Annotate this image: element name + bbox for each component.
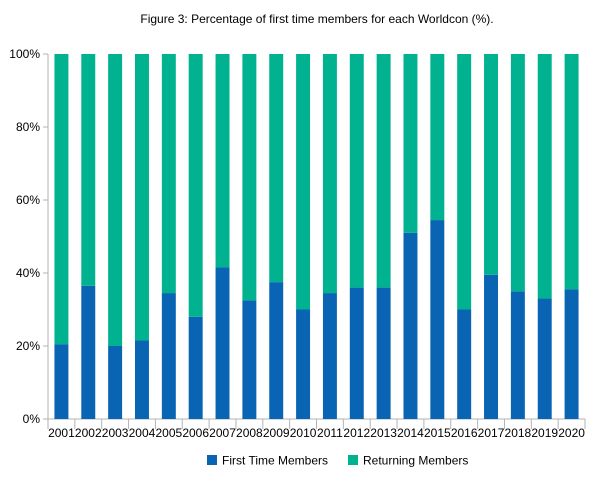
bar-first-time-2004 [134,340,149,419]
bar-first-time-2019 [537,298,552,419]
bar-returning-2019 [537,54,552,299]
legend: First Time Members Returning Members [207,454,468,468]
bar-returning-2005 [161,54,176,294]
y-tick-label: 100% [9,47,40,61]
y-tick-label: 20% [16,339,40,353]
bar-first-time-2018 [510,291,525,419]
x-tick-label: 2009 [263,426,290,440]
y-tick-label: 40% [16,266,40,280]
bar-returning-2004 [134,54,149,341]
x-tick-label: 2020 [558,426,585,440]
bar-first-time-2015 [430,220,445,419]
x-tick-label: 2003 [102,426,129,440]
legend-label-first-time: First Time Members [222,454,328,468]
bar-first-time-2011 [322,293,337,419]
bar-returning-2012 [349,54,364,288]
bar-returning-2013 [376,54,391,288]
bar-first-time-2006 [188,316,203,419]
bar-returning-2002 [81,54,96,286]
bar-returning-2015 [430,54,445,221]
bar-returning-2006 [188,54,203,317]
bar-first-time-2005 [161,293,176,419]
bar-first-time-2009 [269,282,284,419]
x-tick-label: 2007 [209,426,236,440]
legend-label-returning: Returning Members [363,454,468,468]
bar-returning-2008 [242,54,257,301]
bar-returning-2011 [322,54,337,294]
bar-first-time-2010 [296,309,311,419]
bar-returning-2010 [296,54,311,310]
bar-first-time-2001 [54,344,69,419]
bar-first-time-2020 [564,289,579,419]
bar-first-time-2008 [242,300,257,419]
bar-returning-2003 [108,54,123,346]
legend-swatch-first-time [207,455,217,465]
x-tick-label: 2013 [370,426,397,440]
bar-first-time-2016 [457,309,472,419]
x-tick-label: 2004 [129,426,156,440]
x-tick-label: 2011 [317,426,343,440]
x-tick-label: 2017 [478,426,505,440]
x-tick-label: 2010 [290,426,317,440]
x-tick-label: 2015 [424,426,451,440]
bar-returning-2001 [54,54,69,345]
x-tick-label: 2019 [531,426,558,440]
bar-first-time-2014 [403,232,418,419]
x-tick-label: 2002 [75,426,102,440]
y-tick-label: 80% [16,120,40,134]
x-tick-label: 2006 [182,426,209,440]
bar-returning-2020 [564,54,579,290]
legend-swatch-returning [348,455,358,465]
x-tick-label: 2008 [236,426,263,440]
bar-first-time-2013 [376,287,391,419]
bar-first-time-2003 [108,346,123,419]
y-tick-label: 60% [16,193,40,207]
bar-first-time-2012 [349,287,364,419]
plot-area: 0%20%40%60%80%100%2001 2002 2003 2004 2005 20… [9,47,586,440]
x-tick-label: 2018 [505,426,532,440]
x-tick-label: 2012 [343,426,370,440]
bar-returning-2016 [457,54,472,310]
x-tick-label: 2014 [397,426,424,440]
bar-returning-2017 [484,54,499,275]
bar-returning-2014 [403,54,418,233]
chart-title: Figure 3: Percentage of first time membe… [140,12,493,26]
bar-first-time-2017 [484,274,499,419]
x-tick-label: 2001 [48,426,75,440]
bar-returning-2018 [510,54,525,292]
bar-returning-2007 [215,54,230,268]
bar-first-time-2002 [81,285,96,419]
x-tick-label: 2005 [155,426,182,440]
bar-first-time-2007 [215,267,230,419]
x-tick-label: 2016 [451,426,478,440]
y-tick-label: 0% [23,412,41,426]
bar-returning-2009 [269,54,284,283]
